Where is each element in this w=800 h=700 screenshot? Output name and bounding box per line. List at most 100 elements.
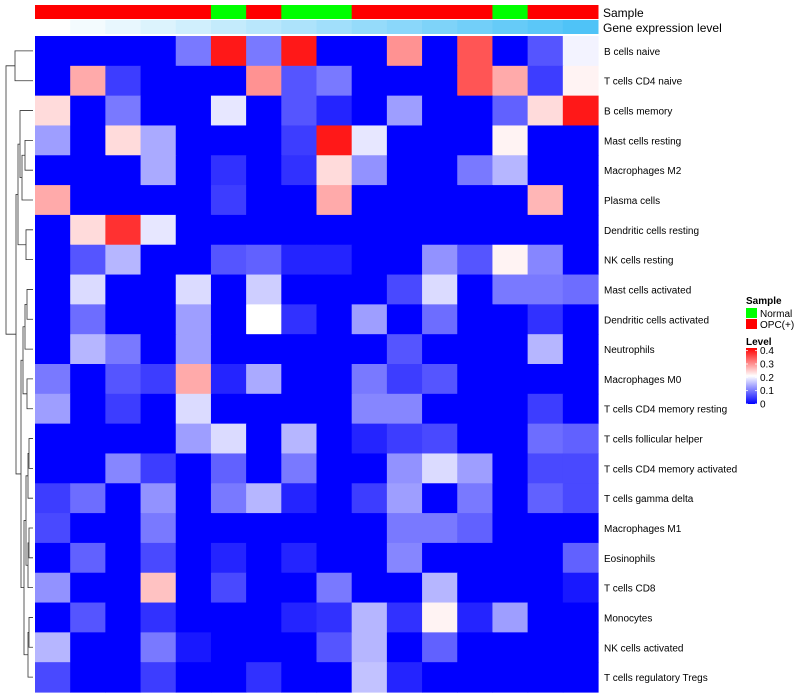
heatmap-cell bbox=[210, 36, 247, 67]
dendrogram-branch bbox=[24, 303, 33, 350]
heatmap-cell bbox=[105, 36, 142, 67]
heatmap-cell bbox=[246, 155, 282, 186]
heatmap-cell bbox=[281, 155, 318, 186]
heatmap-cell bbox=[386, 274, 423, 305]
sample-cell bbox=[422, 5, 458, 19]
heatmap-cell bbox=[35, 542, 71, 574]
heatmap-cell bbox=[422, 423, 458, 455]
heatmap-cell bbox=[422, 214, 458, 246]
heatmap-cell bbox=[386, 393, 423, 425]
heatmap-cell bbox=[140, 125, 177, 156]
heatmap-cell bbox=[210, 364, 247, 395]
heatmap-cell bbox=[562, 662, 599, 693]
dendrogram-branch bbox=[28, 438, 33, 469]
heatmap-cell bbox=[246, 36, 282, 67]
heatmap-cell bbox=[70, 453, 106, 484]
heatmap-cell bbox=[492, 304, 529, 335]
heatmap-cell bbox=[35, 393, 71, 425]
expression-level-cell bbox=[351, 20, 388, 34]
expression-level-cell bbox=[140, 20, 177, 34]
expression-level-cell bbox=[246, 20, 282, 34]
heatmap-cell bbox=[140, 36, 177, 67]
heatmap-cell bbox=[386, 185, 423, 216]
expression-level-cell bbox=[175, 20, 212, 34]
heatmap-cell bbox=[246, 214, 282, 246]
heatmap-cell bbox=[105, 214, 142, 246]
heatmap-cell bbox=[562, 602, 599, 633]
sample-cell bbox=[105, 5, 142, 19]
heatmap-cell bbox=[457, 274, 494, 305]
legend-opc-swatch bbox=[746, 319, 757, 329]
heatmap-cell bbox=[105, 274, 142, 305]
heatmap-cell bbox=[140, 155, 177, 186]
heatmap-cell bbox=[210, 185, 247, 216]
heatmap-cell bbox=[386, 244, 423, 276]
heatmap-cell bbox=[175, 572, 212, 604]
heatmap-cell bbox=[246, 542, 282, 574]
heatmap-cell bbox=[175, 453, 212, 484]
heatmap-cell bbox=[386, 483, 423, 514]
heatmap-cell bbox=[316, 572, 353, 604]
sample-cell bbox=[246, 5, 282, 19]
heatmap-cell bbox=[70, 572, 106, 604]
heatmap-cell bbox=[527, 572, 564, 604]
heatmap-cell bbox=[492, 632, 529, 663]
heatmap-cell bbox=[351, 513, 388, 544]
heatmap-cell bbox=[246, 572, 282, 604]
heatmap-cell bbox=[70, 632, 106, 663]
heatmap-cell bbox=[492, 334, 529, 365]
expression-level-cell bbox=[105, 20, 142, 34]
heatmap-cell bbox=[527, 453, 564, 484]
row-label: Macrophages M0 bbox=[604, 375, 682, 386]
heatmap-cell bbox=[457, 125, 494, 156]
sample-cell bbox=[457, 5, 493, 19]
heatmap-cell bbox=[562, 244, 599, 276]
legend-colorbar bbox=[746, 348, 757, 404]
heatmap-cell bbox=[422, 334, 458, 365]
sample-cell bbox=[386, 5, 423, 19]
heatmap-cell bbox=[562, 423, 599, 455]
heatmap-cell bbox=[175, 542, 212, 574]
heatmap-cell bbox=[527, 274, 564, 305]
dendrogram-branch bbox=[28, 527, 33, 559]
expression-level-cell bbox=[35, 20, 71, 34]
heatmap-cell bbox=[386, 364, 423, 395]
heatmap-cell bbox=[246, 483, 282, 514]
heatmap-cell bbox=[316, 334, 353, 365]
dendrogram-branch bbox=[24, 139, 33, 171]
heatmap-cell bbox=[386, 542, 423, 574]
heatmap-cell bbox=[316, 65, 353, 97]
row-label: T cells regulatory Tregs bbox=[604, 673, 708, 684]
expression-level-cell bbox=[316, 20, 353, 34]
expression-level-cell bbox=[562, 20, 599, 34]
heatmap-cell bbox=[527, 155, 564, 186]
heatmap-cell bbox=[35, 632, 71, 663]
heatmap-cell bbox=[140, 244, 177, 276]
heatmap-cell bbox=[281, 483, 318, 514]
heatmap-cell bbox=[457, 393, 494, 425]
heatmap-cell bbox=[35, 185, 71, 216]
sample-cell bbox=[281, 5, 317, 19]
heatmap-cell bbox=[422, 65, 458, 97]
row-label: Plasma cells bbox=[604, 196, 660, 207]
row-labels: B cells naive T cells CD4 naive B cells me… bbox=[604, 47, 737, 684]
heatmap-cell bbox=[492, 214, 529, 246]
expression-level-cell bbox=[457, 20, 493, 34]
heatmap-cell bbox=[70, 274, 106, 305]
heatmap-cell bbox=[35, 244, 71, 276]
heatmap-cell bbox=[105, 244, 142, 276]
sample-cell bbox=[562, 5, 599, 19]
heatmap-cell bbox=[492, 274, 529, 305]
heatmap-cell bbox=[386, 423, 423, 455]
heatmap-cell bbox=[457, 542, 494, 574]
heatmap-cell bbox=[527, 483, 564, 514]
heatmap-cell bbox=[105, 393, 142, 425]
legend-tick-label: 0.1 bbox=[760, 386, 774, 397]
heatmap-cell bbox=[210, 602, 247, 633]
heatmap-cell bbox=[246, 453, 282, 484]
heatmap-cell bbox=[386, 214, 423, 246]
heatmap-cell bbox=[281, 125, 318, 156]
legend-colorbar-ticks: 0.4 0.3 0.2 0.1 0 bbox=[746, 346, 774, 411]
row-label: Macrophages M1 bbox=[604, 524, 682, 535]
heatmap-cell bbox=[386, 65, 423, 97]
